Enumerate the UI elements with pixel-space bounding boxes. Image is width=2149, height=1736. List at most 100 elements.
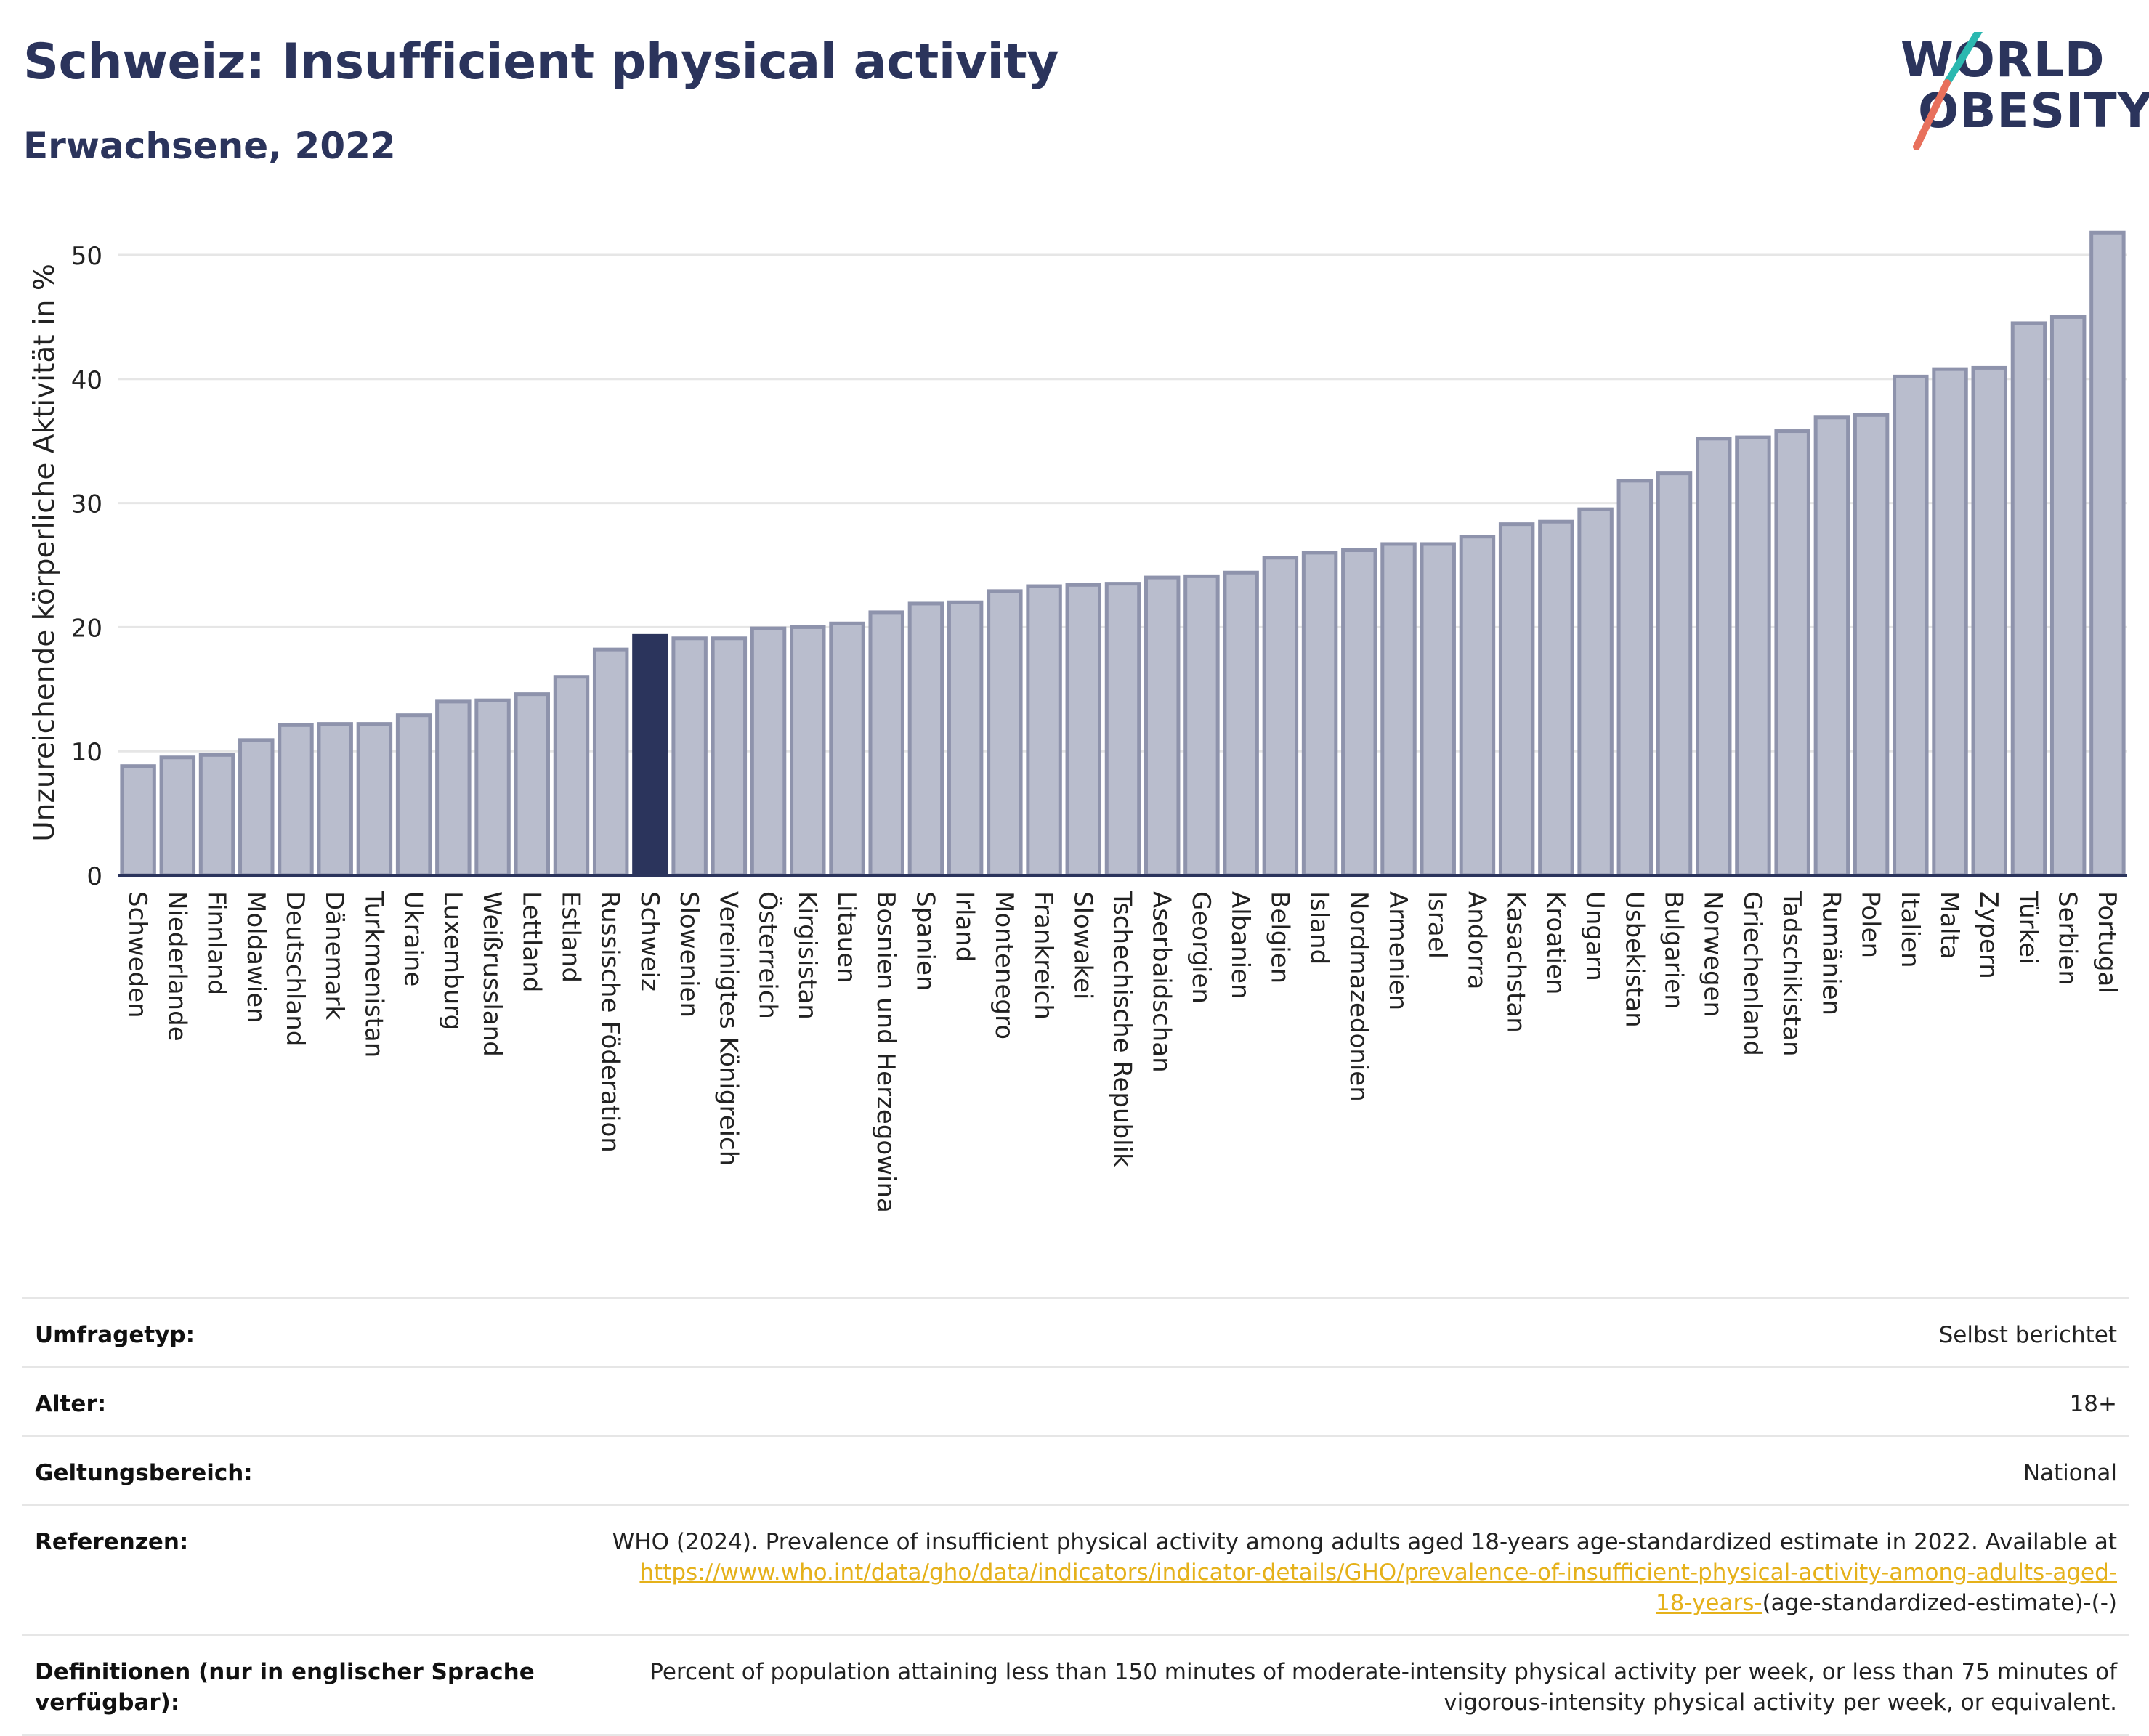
info-row-scope: Geltungsbereich: National bbox=[22, 1435, 2129, 1504]
bar bbox=[1893, 374, 1929, 877]
definitions-value: Percent of population attaining less tha… bbox=[649, 1659, 2117, 1716]
x-tick-label: Turkmenistan bbox=[359, 891, 388, 1058]
x-tick-label: Armenien bbox=[1383, 891, 1412, 1010]
x-tick-label: Bosnien und Herzegowina bbox=[871, 891, 900, 1213]
bar bbox=[1223, 570, 1259, 877]
logo-slash-icon bbox=[1913, 32, 1983, 150]
reference-link-continued[interactable]: 18-years- bbox=[1655, 1590, 1762, 1616]
x-tick-label: Moldawien bbox=[241, 891, 270, 1023]
info-row-survey: Umfragetyp: Selbst berichtet bbox=[22, 1297, 2129, 1366]
bar bbox=[2010, 321, 2047, 877]
bar bbox=[435, 699, 472, 877]
bar bbox=[1696, 437, 1732, 877]
x-tick-label: Kirgisistan bbox=[793, 891, 822, 1020]
x-tick-label: Usbekistan bbox=[1619, 891, 1648, 1028]
references-value: WHO (2024). Prevalence of insufficient p… bbox=[555, 1527, 2117, 1618]
references-text: WHO (2024). Prevalence of insufficient p… bbox=[612, 1529, 2117, 1555]
bar bbox=[1538, 519, 1574, 877]
bar bbox=[1104, 582, 1141, 877]
x-tick-label: Montenegro bbox=[989, 891, 1019, 1039]
survey-type-value: Selbst berichtet bbox=[1938, 1322, 2117, 1348]
info-table: Umfragetyp: Selbst berichtet Alter: 18+ … bbox=[22, 1297, 2129, 1736]
world-obesity-logo: WORLD OBESITY bbox=[1896, 32, 2149, 155]
x-tick-label: Ungarn bbox=[1580, 891, 1609, 981]
x-tick-label: Dänemark bbox=[320, 891, 349, 1020]
x-tick-label: Österreich bbox=[753, 891, 783, 1019]
bar bbox=[2049, 315, 2087, 877]
age-value: 18+ bbox=[2069, 1391, 2117, 1417]
bar bbox=[120, 764, 156, 877]
bar bbox=[947, 600, 984, 877]
x-tick-label: Nordmazedonien bbox=[1344, 891, 1373, 1102]
x-tick-label: Norwegen bbox=[1699, 891, 1728, 1017]
x-tick-label: Frankreich bbox=[1029, 891, 1058, 1020]
bar bbox=[592, 647, 629, 877]
bar bbox=[1813, 415, 1850, 877]
bar bbox=[1971, 365, 2007, 877]
bar bbox=[1420, 542, 1456, 877]
bar bbox=[317, 722, 353, 877]
x-tick-label: Island bbox=[1305, 891, 1334, 965]
x-tick-label: Irland bbox=[950, 891, 979, 962]
y-tick-label: 0 bbox=[86, 862, 102, 891]
x-tick-label: Kroatien bbox=[1541, 891, 1570, 994]
bar bbox=[1498, 522, 1535, 877]
x-tick-label: Kasachstan bbox=[1502, 891, 1531, 1033]
age-label: Alter: bbox=[35, 1391, 107, 1417]
bar bbox=[868, 610, 904, 877]
x-tick-label: Deutschland bbox=[280, 891, 309, 1046]
x-tick-label: Slowenien bbox=[674, 891, 703, 1018]
bar bbox=[1656, 471, 1693, 877]
x-tick-label: Russische Föderation bbox=[596, 891, 625, 1153]
bar bbox=[474, 698, 511, 877]
bar bbox=[711, 636, 748, 877]
y-axis-title: Unzureichende körperliche Aktivität in % bbox=[28, 264, 61, 842]
x-tick-label: Italien bbox=[1895, 891, 1925, 968]
logo-word-world: WORLD bbox=[1901, 32, 2105, 88]
page-title: Schweiz: Insufficient physical activity bbox=[23, 33, 1059, 91]
bar bbox=[1065, 583, 1102, 877]
page-subtitle: Erwachsene, 2022 bbox=[23, 125, 396, 167]
y-tick-label: 30 bbox=[71, 490, 102, 519]
x-tick-label: Schweden bbox=[123, 891, 152, 1018]
bar bbox=[395, 713, 432, 877]
bar bbox=[1183, 574, 1220, 877]
x-tick-label: Vereinigtes Königreich bbox=[713, 891, 742, 1166]
bar-chart: 0 10 20 30 40 50 Unzureichende körperliche Akt… bbox=[28, 230, 2127, 1213]
reference-link[interactable]: https://www.who.int/data/gho/data/indica… bbox=[639, 1559, 2117, 1586]
x-tick-label: Griechenland bbox=[1738, 891, 1767, 1056]
bar bbox=[198, 753, 235, 877]
bar bbox=[1853, 413, 1890, 877]
info-row-references: Referenzen: WHO (2024). Prevalence of in… bbox=[22, 1504, 2129, 1634]
bar bbox=[1932, 367, 1968, 877]
reference-suffix: (age-standardized-estimate)-(-) bbox=[1762, 1590, 2117, 1616]
x-tick-label: Schweiz bbox=[635, 891, 664, 991]
bar bbox=[1341, 548, 1377, 877]
bar bbox=[632, 633, 668, 877]
x-tick-label: Belgien bbox=[1265, 891, 1294, 983]
x-tick-label: Portugal bbox=[2092, 891, 2121, 994]
logo-word-obesity: OBESITY bbox=[1918, 83, 2149, 139]
info-row-definitions: Definitionen (nur in englischer Sprache … bbox=[22, 1634, 2129, 1736]
bar bbox=[356, 722, 393, 877]
bar bbox=[278, 723, 314, 877]
references-label: Referenzen: bbox=[35, 1529, 189, 1555]
bar bbox=[1144, 575, 1181, 877]
bar bbox=[159, 755, 196, 877]
definitions-label: Definitionen (nur in englischer Sprache … bbox=[35, 1659, 535, 1716]
survey-type-label: Umfragetyp: bbox=[35, 1322, 195, 1348]
bar bbox=[671, 636, 708, 877]
x-tick-label: Tadschikistan bbox=[1777, 891, 1806, 1057]
scope-value: National bbox=[2023, 1460, 2117, 1486]
x-tick-label: Aserbaidschan bbox=[1147, 891, 1176, 1073]
x-tick-label: Litauen bbox=[832, 891, 861, 983]
bar bbox=[2089, 230, 2126, 877]
info-row-age: Alter: 18+ bbox=[22, 1366, 2129, 1435]
x-tick-label: Finnland bbox=[202, 891, 231, 995]
x-tick-label: Estland bbox=[556, 891, 585, 983]
bar bbox=[1616, 479, 1654, 877]
bar bbox=[829, 621, 865, 877]
y-tick-label: 40 bbox=[71, 366, 102, 395]
bar bbox=[1380, 542, 1417, 877]
bar bbox=[790, 625, 826, 877]
